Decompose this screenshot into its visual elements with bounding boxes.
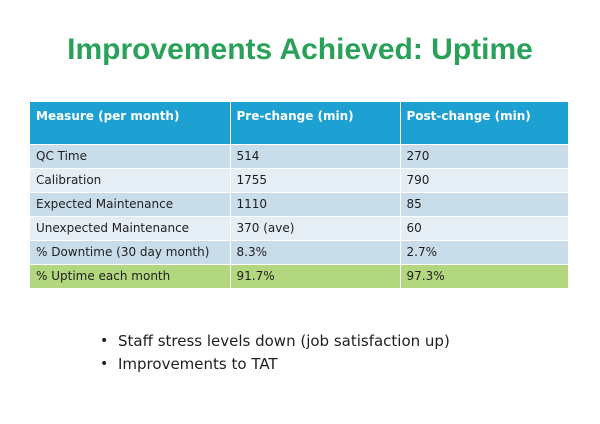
cell-measure: QC Time xyxy=(30,143,231,168)
cell-pre-change: 514 xyxy=(230,143,401,168)
table-row: Unexpected Maintenance 370 (ave) 60 xyxy=(30,215,568,240)
table-row: Calibration 1755 790 xyxy=(30,167,568,192)
table-row-highlight: % Uptime each month 91.7% 97.3% xyxy=(30,263,568,288)
cell-post-change: 60 xyxy=(400,215,568,240)
cell-measure: % Uptime each month xyxy=(30,263,231,288)
table-row: Expected Maintenance 1110 85 xyxy=(30,191,568,216)
cell-post-change: 270 xyxy=(400,143,568,168)
cell-measure: % Downtime (30 day month) xyxy=(30,239,231,264)
cell-measure: Calibration xyxy=(30,167,231,192)
cell-measure: Unexpected Maintenance xyxy=(30,215,231,240)
cell-post-change: 790 xyxy=(400,167,568,192)
uptime-table: Measure (per month) Pre-change (min) Pos… xyxy=(30,102,568,288)
bullet-text: Staff stress levels down (job satisfacti… xyxy=(118,332,450,350)
bullet-icon: • xyxy=(100,333,109,349)
cell-post-change: 2.7% xyxy=(400,239,568,264)
column-header-pre-change: Pre-change (min) xyxy=(230,102,401,144)
cell-pre-change: 8.3% xyxy=(230,239,401,264)
column-header-measure: Measure (per month) xyxy=(30,102,231,144)
bullet-item: • Staff stress levels down (job satisfac… xyxy=(100,330,450,353)
bullet-text: Improvements to TAT xyxy=(118,355,278,373)
bullet-item: • Improvements to TAT xyxy=(100,353,450,376)
slide-title: Improvements Achieved: Uptime xyxy=(67,33,533,66)
table-row: QC Time 514 270 xyxy=(30,143,568,168)
table-header-row: Measure (per month) Pre-change (min) Pos… xyxy=(30,102,568,144)
cell-pre-change: 1110 xyxy=(230,191,401,216)
table-row: % Downtime (30 day month) 8.3% 2.7% xyxy=(30,239,568,264)
cell-pre-change: 370 (ave) xyxy=(230,215,401,240)
bullet-list: • Staff stress levels down (job satisfac… xyxy=(100,330,450,376)
column-header-post-change: Post-change (min) xyxy=(400,102,568,144)
cell-measure: Expected Maintenance xyxy=(30,191,231,216)
cell-pre-change: 1755 xyxy=(230,167,401,192)
cell-post-change: 85 xyxy=(400,191,568,216)
cell-pre-change: 91.7% xyxy=(230,263,401,288)
cell-post-change: 97.3% xyxy=(400,263,568,288)
bullet-icon: • xyxy=(100,356,109,372)
